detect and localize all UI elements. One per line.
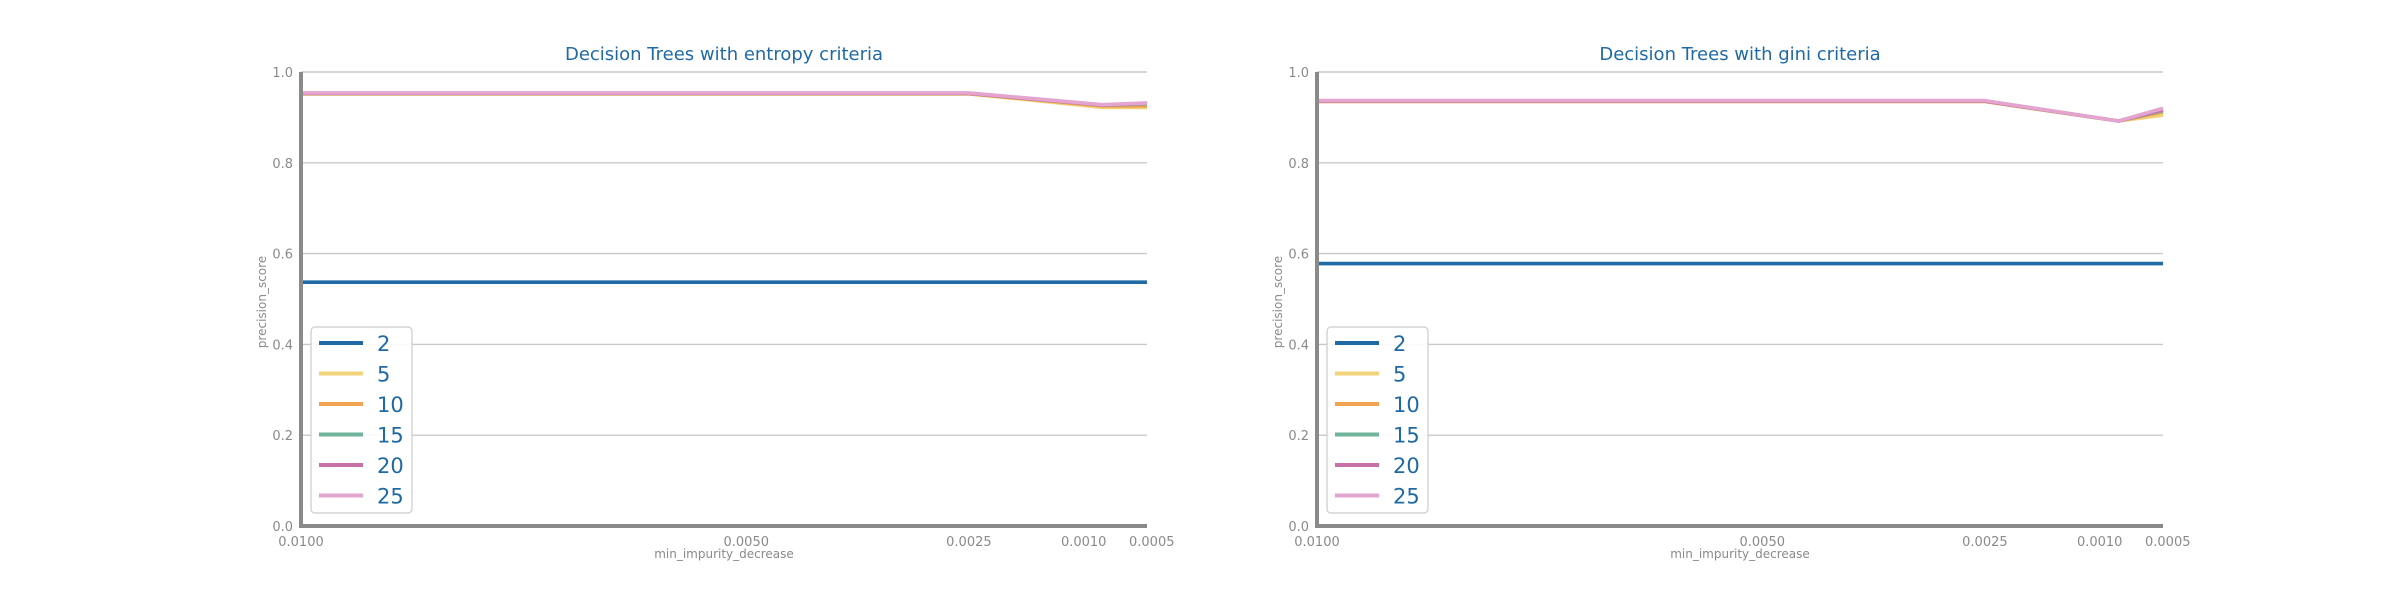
series-line-20 xyxy=(1317,99,2164,123)
legend-label: 25 xyxy=(1393,485,1420,509)
y-tick-label: 0.6 xyxy=(1288,248,1309,263)
series-line-25 xyxy=(301,91,1148,107)
series-line-25 xyxy=(1317,98,2164,123)
legend-label: 20 xyxy=(1393,454,1420,478)
x-tick-label: 0.0025 xyxy=(946,535,992,550)
y-tick-label: 0.4 xyxy=(1288,338,1309,353)
legend-label: 5 xyxy=(377,363,390,387)
legend-label: 20 xyxy=(377,454,404,478)
y-tick-label: 0.2 xyxy=(1288,429,1309,444)
x-tick-label: 0.0005 xyxy=(2145,535,2191,550)
legend-label: 2 xyxy=(1393,332,1406,356)
legend-label: 5 xyxy=(1393,363,1406,387)
y-tick-label: 0.0 xyxy=(272,520,293,535)
x-tick-label: 0.0025 xyxy=(1962,535,2008,550)
x-tick-label: 0.0010 xyxy=(2077,535,2123,550)
chart-title: Decision Trees with gini criteria xyxy=(1599,44,1880,65)
y-tick-label: 0.0 xyxy=(1288,520,1309,535)
chart-gini: Decision Trees with gini criteria min_im… xyxy=(1271,44,2191,561)
x-tick-label: 0.0010 xyxy=(1061,535,1107,550)
x-axis-label: min_impurity_decrease xyxy=(1670,547,1810,561)
x-axis-label: min_impurity_decrease xyxy=(654,547,794,561)
legend-label: 2 xyxy=(377,332,390,356)
series-line-5 xyxy=(1317,99,2164,123)
grid xyxy=(1317,71,2163,436)
y-axis-label: precision_score xyxy=(255,256,269,348)
y-tick-label: 0.8 xyxy=(1288,157,1309,172)
x-tick-label: 0.0100 xyxy=(278,535,324,550)
y-tick-label: 0.2 xyxy=(272,429,293,444)
legend-label: 10 xyxy=(377,393,404,417)
legend-label: 10 xyxy=(1393,393,1420,417)
y-tick-label: 1.0 xyxy=(272,66,293,81)
legend-label: 15 xyxy=(1393,424,1420,448)
grid xyxy=(301,71,1147,436)
y-tick-label: 1.0 xyxy=(1288,66,1309,81)
y-axis-label: precision_score xyxy=(1271,256,1285,348)
chart-entropy: Decision Trees with entropy criteria min… xyxy=(255,44,1175,561)
x-tick-label: 0.0005 xyxy=(1129,535,1175,550)
y-tick-label: 0.4 xyxy=(272,338,293,353)
x-tick-label: 0.0050 xyxy=(1740,535,1786,550)
y-tick-label: 0.6 xyxy=(272,248,293,263)
legend-label: 15 xyxy=(377,424,404,448)
y-tick-label: 0.8 xyxy=(272,157,293,172)
series-line-10 xyxy=(1317,99,2164,123)
chart-title: Decision Trees with entropy criteria xyxy=(565,44,883,65)
x-tick-label: 0.0050 xyxy=(724,535,770,550)
series-line-15 xyxy=(1317,99,2164,123)
x-tick-label: 0.0100 xyxy=(1294,535,1340,550)
legend-label: 25 xyxy=(377,485,404,509)
